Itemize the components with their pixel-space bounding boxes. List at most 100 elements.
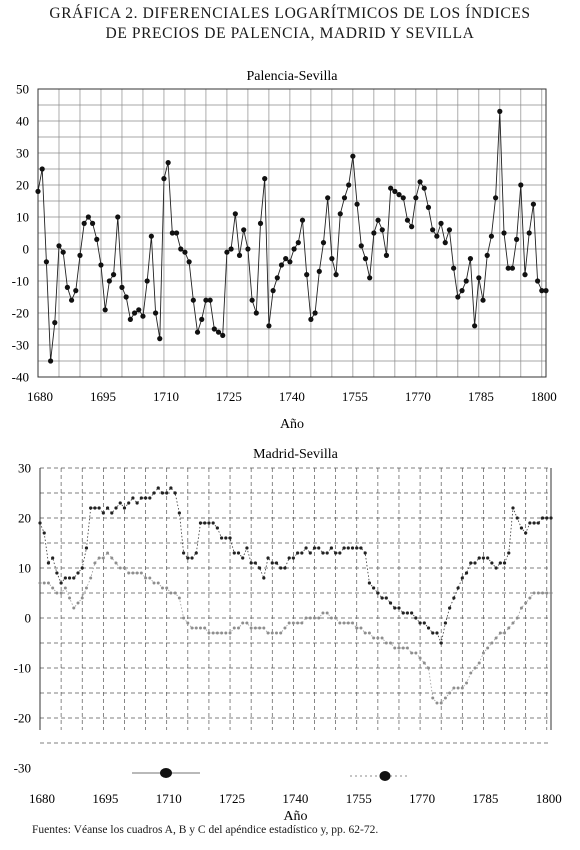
data-point: [375, 217, 381, 223]
x-tick-label: 1755: [342, 389, 368, 404]
x-tick-label: 1695: [92, 791, 118, 806]
data-point: [35, 188, 41, 194]
data-point: [446, 227, 453, 233]
data-point-grey: [131, 571, 135, 575]
data-point-grey: [342, 621, 346, 625]
data-point-grey: [144, 576, 148, 580]
x-tick-label: 1680: [29, 791, 55, 806]
data-point: [56, 243, 62, 249]
data-point: [514, 236, 520, 242]
data-point: [476, 275, 482, 281]
data-point: [60, 249, 66, 255]
data-point-dark: [51, 556, 55, 560]
data-point-grey: [68, 596, 72, 600]
y-tick-label: 50: [16, 82, 29, 97]
data-point-grey: [198, 626, 202, 630]
data-point-grey: [114, 561, 118, 565]
data-point-grey: [536, 591, 540, 595]
data-point-grey: [186, 621, 190, 625]
data-point-dark: [456, 586, 460, 590]
data-point-grey: [511, 621, 515, 625]
data-point-grey: [494, 636, 498, 640]
data-point-dark: [350, 546, 355, 550]
data-point: [241, 227, 247, 233]
data-point-dark: [418, 621, 422, 625]
data-point: [178, 246, 184, 252]
data-point: [505, 265, 511, 271]
data-point-dark: [160, 491, 165, 495]
x-tick-label: 1725: [219, 791, 245, 806]
data-point-grey: [329, 616, 333, 620]
x-tick-label: 1740: [279, 389, 305, 404]
data-point-dark: [545, 516, 549, 520]
data-point-dark: [143, 496, 148, 500]
y-tick-label: 0: [25, 611, 32, 626]
data-point-dark: [173, 491, 177, 495]
data-point-grey: [389, 641, 393, 645]
data-point: [522, 272, 528, 278]
data-point: [245, 246, 251, 252]
data-point-dark: [76, 571, 80, 575]
data-point-dark: [401, 611, 405, 615]
data-point: [383, 252, 390, 258]
data-point-grey: [325, 611, 329, 615]
data-point-grey: [532, 591, 536, 595]
data-point-dark: [152, 491, 156, 495]
data-point: [497, 108, 503, 114]
data-point-dark: [405, 611, 410, 615]
data-point-grey: [355, 626, 359, 630]
data-point-dark: [266, 556, 270, 560]
data-point-grey: [431, 696, 435, 700]
data-point-dark: [431, 631, 435, 635]
data-point-dark: [194, 551, 198, 555]
series-line-grey: [40, 552, 551, 704]
data-point-dark: [38, 521, 42, 525]
data-point-grey: [549, 591, 553, 595]
x-tick-label: 1800: [531, 389, 557, 404]
y-tick-label: 30: [18, 461, 31, 476]
data-point-grey: [215, 631, 219, 635]
data-point: [94, 236, 100, 242]
data-point: [64, 284, 70, 290]
data-point-dark: [89, 506, 93, 510]
data-point: [488, 233, 495, 239]
data-point-grey: [435, 701, 439, 705]
data-point-dark: [287, 556, 291, 560]
y-tick-label: -40: [12, 370, 29, 385]
data-point-grey: [304, 616, 308, 620]
data-point-dark: [291, 556, 295, 560]
data-point: [102, 307, 108, 313]
data-point-grey: [97, 556, 101, 560]
data-point: [249, 297, 255, 303]
data-point-dark: [190, 556, 194, 560]
data-point: [333, 272, 339, 278]
y-tick-label: 40: [16, 114, 29, 129]
data-point: [173, 230, 180, 236]
data-point-grey: [118, 566, 122, 570]
data-point: [47, 358, 54, 364]
data-point: [388, 185, 394, 191]
data-point-grey: [72, 606, 76, 610]
data-point: [371, 230, 377, 236]
data-point-dark: [376, 591, 380, 595]
data-point-grey: [351, 621, 355, 625]
data-point: [417, 179, 423, 185]
data-point: [425, 204, 432, 210]
data-point-dark: [393, 606, 397, 610]
data-point: [115, 214, 121, 220]
data-point: [354, 201, 360, 207]
artifact-dot: [379, 771, 391, 781]
data-point-grey: [397, 646, 401, 650]
data-point-dark: [346, 546, 350, 550]
data-point-dark: [114, 506, 118, 510]
data-point: [182, 249, 188, 255]
data-point: [98, 262, 104, 268]
data-point: [304, 272, 310, 278]
data-point-grey: [296, 621, 300, 625]
data-point: [312, 310, 318, 316]
data-point: [127, 316, 133, 322]
data-point-grey: [372, 636, 376, 640]
data-point: [253, 310, 259, 316]
x-tick-label: 1785: [472, 791, 498, 806]
data-point: [400, 195, 406, 201]
